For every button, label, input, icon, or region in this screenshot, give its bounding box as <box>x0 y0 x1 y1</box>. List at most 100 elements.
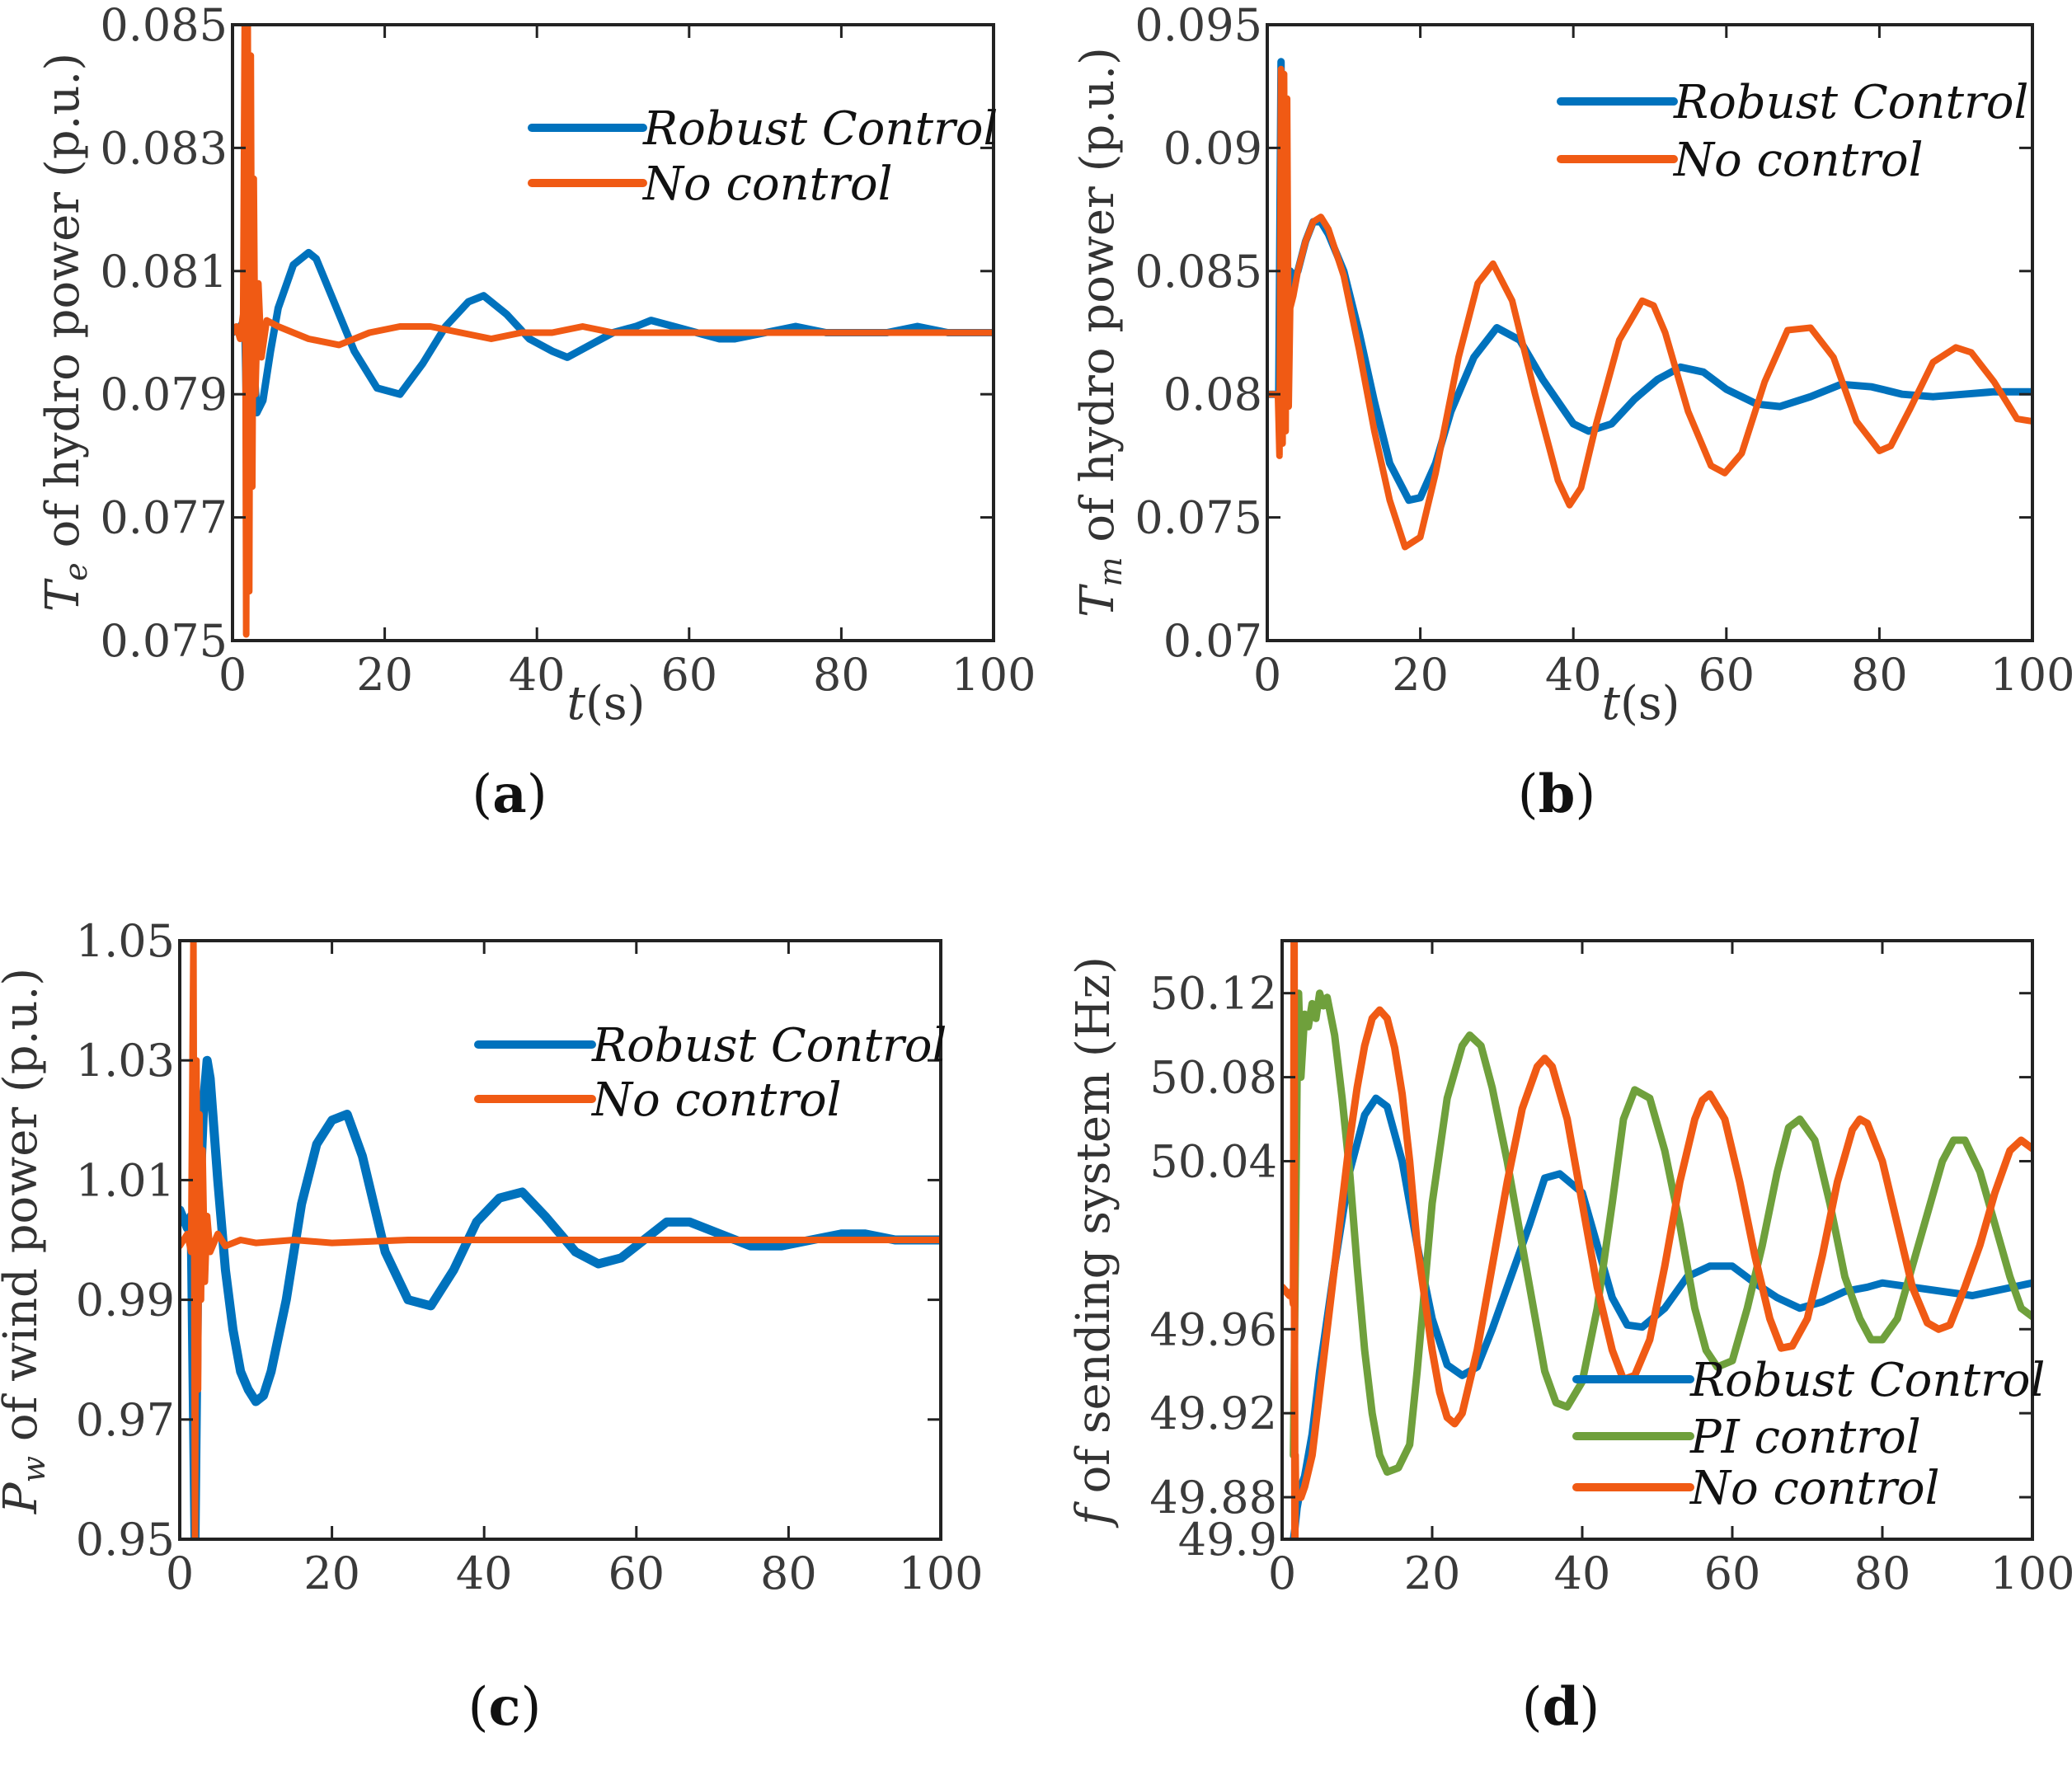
legend-entry: Robust Control <box>1689 1354 2045 1407</box>
y-axis-label-text: of hydro power (p.u.) <box>1071 47 1125 556</box>
panel-label-open: ( <box>1522 1677 1543 1738</box>
panel-label-letter: c <box>489 1676 521 1738</box>
x-tick-label: 40 <box>456 1547 513 1599</box>
x-tick-label: 0 <box>218 649 247 701</box>
x-tick-label: 80 <box>760 1547 817 1599</box>
series-line-pi-control <box>1290 989 2032 1476</box>
x-axis-label-symbol: t <box>567 677 586 730</box>
x-tick-label: 60 <box>608 1547 665 1599</box>
legend-entry: No control <box>1689 1462 1940 1515</box>
y-tick-label: 1.05 <box>76 915 175 967</box>
y-tick-label: 50.12 <box>1149 968 1277 1020</box>
y-tick-label: 0.075 <box>1135 492 1262 544</box>
x-axis-label-text: (s) <box>1620 677 1680 730</box>
y-tick-label: 1.03 <box>76 1035 175 1087</box>
y-axis-label-text: of sending system (Hz) <box>1067 956 1121 1508</box>
x-tick-label: 0 <box>1268 1547 1296 1599</box>
y-tick-label: 50.08 <box>1149 1052 1277 1104</box>
panel-label-close: ) <box>1579 1677 1600 1738</box>
chart-panel-d: 0 20 40 60 80 100 49.949.88 49.92 49.96 50.04 50.0… <box>1067 939 2072 1738</box>
y-tick-label: 0.085 <box>1135 246 1262 298</box>
legend-entry: Robust Control <box>1673 76 2028 129</box>
x-tick-label: 60 <box>660 649 717 701</box>
legend-entry: No control <box>641 157 893 211</box>
x-tick-label: 80 <box>1851 649 1908 701</box>
y-axis-label: f of sending system (Hz) <box>1067 956 1121 1528</box>
y-axis-label-text: of wind power (p.u.) <box>0 968 48 1456</box>
x-tick-label: 20 <box>1404 1547 1461 1599</box>
y-tick-label: 0.081 <box>100 246 228 298</box>
x-axis-label-text: (s) <box>585 677 645 730</box>
y-tick-label: 0.083 <box>100 122 228 174</box>
x-axis-label: t(s) <box>567 677 646 730</box>
series-line-no-control <box>1282 941 2032 1539</box>
panel-label: (a) <box>472 763 547 825</box>
x-tick-label: 100 <box>1990 649 2072 701</box>
x-tick-label: 100 <box>1990 1547 2072 1599</box>
y-tick-label: 0.079 <box>100 369 228 420</box>
y-tick-label: 0.075 <box>100 615 228 667</box>
y-axis-label: Te of hydro power (p.u.) <box>36 53 94 612</box>
panel-label-letter: a <box>492 763 526 825</box>
series-line-no-control <box>180 941 941 1539</box>
axes-frame <box>1266 23 2034 642</box>
chart-panel-a: 0 20 40 60 80 100 0.075 0.077 0.079 0.081 0.083 0.0… <box>36 0 1036 825</box>
axes-frame <box>231 23 995 642</box>
x-tick-label: 100 <box>898 1547 983 1599</box>
series-line-no-control <box>233 25 994 638</box>
y-tick-label: 50.04 <box>1149 1135 1277 1187</box>
panel-label-open: ( <box>1518 764 1539 825</box>
panel-label-open: ( <box>468 1677 489 1738</box>
x-tick-label: 0 <box>166 1547 194 1599</box>
x-tick-label: 60 <box>1698 649 1755 701</box>
y-axis-label-subscript: e <box>58 562 94 581</box>
y-axis-label-symbol: P <box>0 1482 48 1514</box>
y-tick-label: 0.09 <box>1163 122 1262 174</box>
axes-frame <box>1280 939 2034 1541</box>
x-tick-label: 20 <box>356 649 413 701</box>
x-tick-label: 60 <box>1704 1547 1761 1599</box>
x-tick-label: 40 <box>1554 1547 1611 1599</box>
panel-label-close: ) <box>1575 764 1595 825</box>
y-tick-label: 49.92 <box>1149 1388 1277 1439</box>
x-tick-label: 20 <box>1392 649 1449 701</box>
y-axis-label-subscript: w <box>16 1456 52 1483</box>
y-tick-label: 0.95 <box>76 1514 175 1566</box>
y-axis-label-text: of hydro power (p.u.) <box>36 53 90 562</box>
x-axis-label: t(s) <box>1602 677 1680 730</box>
x-tick-label: 20 <box>303 1547 360 1599</box>
y-axis-label-subscript: m <box>1092 556 1129 586</box>
legend-entry: Robust Control <box>591 1019 947 1073</box>
series-line-robust-control <box>233 248 994 485</box>
y-axis-label: Pw of wind power (p.u.) <box>0 968 52 1514</box>
x-axis-label-symbol: t <box>1602 677 1621 730</box>
legend-entry: No control <box>1672 134 1924 187</box>
x-tick-label: 80 <box>813 649 870 701</box>
y-tick-label: 0.085 <box>100 0 228 51</box>
panel-label-close: ) <box>527 764 547 825</box>
series-group <box>1267 58 2032 551</box>
y-tick-label: 49.88 <box>1149 1472 1277 1524</box>
y-tick-label: 1.01 <box>76 1154 175 1206</box>
x-tick-label: 0 <box>1253 649 1281 701</box>
x-tick-label: 100 <box>951 649 1036 701</box>
legend-entry: No control <box>590 1073 842 1127</box>
series-line-robust-control <box>180 1055 941 1539</box>
panel-label-open: ( <box>472 764 492 825</box>
panel-label-close: ) <box>520 1677 541 1738</box>
legend-entry: PI control <box>1689 1411 1921 1464</box>
y-tick-label: 0.08 <box>1163 369 1262 420</box>
y-tick-label: 0.97 <box>76 1394 175 1446</box>
panel-label-letter: d <box>1543 1676 1580 1738</box>
series-group <box>180 941 941 1539</box>
x-tick-label: 40 <box>509 649 566 701</box>
series-group <box>1282 941 2032 1539</box>
y-axis-label-symbol: T <box>1071 584 1125 617</box>
chart-panel-b: 0 20 40 60 80 1000.070.0750.080.0850.090.095T… <box>1071 0 2072 825</box>
x-tick-label: 40 <box>1545 649 1602 701</box>
y-tick-label: 0.99 <box>76 1275 175 1327</box>
y-axis-label: Tm of hydro power (p.u.) <box>1071 47 1129 617</box>
panel-label-letter: b <box>1539 763 1576 825</box>
series-line-no-control <box>1267 65 2032 551</box>
